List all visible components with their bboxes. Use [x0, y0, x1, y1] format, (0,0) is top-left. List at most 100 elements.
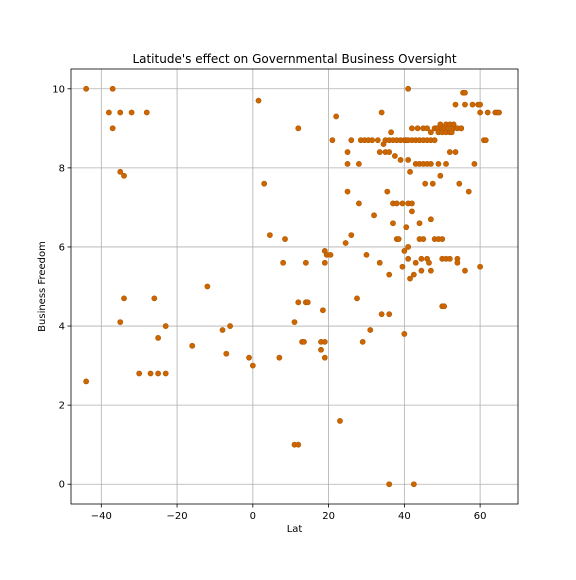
data-point: [136, 370, 143, 377]
data-point: [333, 113, 340, 120]
data-point: [344, 149, 351, 155]
data-point: [437, 172, 444, 179]
data-point: [301, 338, 307, 345]
data-point: [441, 303, 448, 310]
data-point: [452, 101, 459, 108]
y-tick-label: 2: [59, 401, 65, 412]
y-tick-label: 6: [59, 242, 65, 253]
data-point: [397, 157, 404, 163]
data-point: [427, 161, 434, 167]
data-point: [327, 251, 334, 258]
data-point: [414, 125, 421, 132]
x-axis-label: Lat: [287, 524, 303, 535]
data-point: [337, 418, 343, 424]
data-point: [477, 109, 484, 116]
data-point: [344, 188, 351, 195]
data-point: [295, 441, 302, 448]
data-point: [477, 101, 484, 108]
gridlines: [71, 69, 518, 504]
data-point: [83, 85, 90, 92]
data-point: [427, 216, 434, 223]
data-point: [109, 85, 116, 92]
data-point: [162, 323, 169, 329]
data-point: [439, 236, 446, 242]
data-point: [458, 125, 465, 132]
data-point: [162, 370, 169, 377]
plot-frame: [70, 68, 519, 505]
data-point: [386, 311, 393, 318]
data-point: [409, 125, 415, 132]
data-point: [121, 295, 127, 302]
data-point: [321, 338, 328, 345]
data-point: [155, 370, 162, 377]
x-tick-label: −20: [167, 511, 188, 522]
data-point: [246, 354, 252, 361]
data-point: [393, 200, 400, 207]
data-point: [446, 149, 453, 155]
data-point: [452, 149, 459, 155]
data-point: [450, 121, 457, 128]
x-tick-label: 40: [398, 511, 411, 522]
data-point: [280, 259, 287, 266]
data-point: [348, 232, 355, 238]
data-point: [147, 370, 154, 377]
data-point: [401, 331, 408, 337]
data-point: [405, 85, 412, 92]
data-point: [121, 172, 127, 179]
data-point: [227, 323, 234, 329]
data-point: [418, 267, 425, 274]
data-points: [83, 85, 502, 488]
data-point: [456, 180, 463, 187]
data-point: [426, 259, 432, 266]
data-point: [462, 267, 468, 274]
data-point: [482, 137, 489, 144]
data-point: [318, 346, 324, 353]
data-point: [378, 109, 385, 116]
data-point: [431, 137, 438, 144]
data-point: [484, 109, 491, 116]
data-point: [399, 263, 406, 270]
data-point: [454, 259, 461, 266]
data-point: [405, 244, 412, 250]
data-point: [128, 109, 135, 116]
data-point: [371, 212, 377, 219]
data-point: [401, 248, 408, 254]
data-point: [320, 307, 326, 314]
data-point: [369, 137, 376, 144]
data-point: [443, 161, 449, 167]
data-point: [435, 161, 442, 167]
data-point: [266, 232, 273, 238]
data-point: [295, 125, 302, 132]
data-point: [424, 125, 430, 132]
data-point: [395, 236, 402, 242]
data-point: [376, 259, 383, 266]
data-point: [189, 342, 196, 349]
data-point: [342, 240, 349, 246]
x-tick-label: −40: [91, 511, 112, 522]
data-point: [496, 109, 502, 116]
data-point: [409, 200, 415, 207]
y-tick-label: 10: [52, 84, 65, 95]
data-point: [223, 350, 230, 357]
data-point: [386, 149, 393, 155]
data-point: [471, 161, 478, 167]
data-point: [410, 481, 417, 488]
data-point: [378, 311, 385, 318]
x-tick-label: 0: [250, 511, 256, 522]
data-point: [344, 161, 351, 167]
data-point: [321, 354, 328, 361]
data-point: [465, 188, 472, 195]
data-point: [109, 125, 116, 132]
data-point: [291, 319, 298, 325]
data-point: [155, 335, 162, 341]
data-point: [302, 259, 309, 266]
x-tick-label: 60: [474, 511, 487, 522]
y-tick-label: 4: [59, 322, 65, 333]
data-point: [405, 157, 412, 163]
y-tick-label: 0: [59, 480, 65, 491]
data-point: [407, 168, 413, 175]
data-point: [151, 295, 158, 302]
data-point: [355, 161, 362, 167]
data-point: [117, 319, 124, 325]
